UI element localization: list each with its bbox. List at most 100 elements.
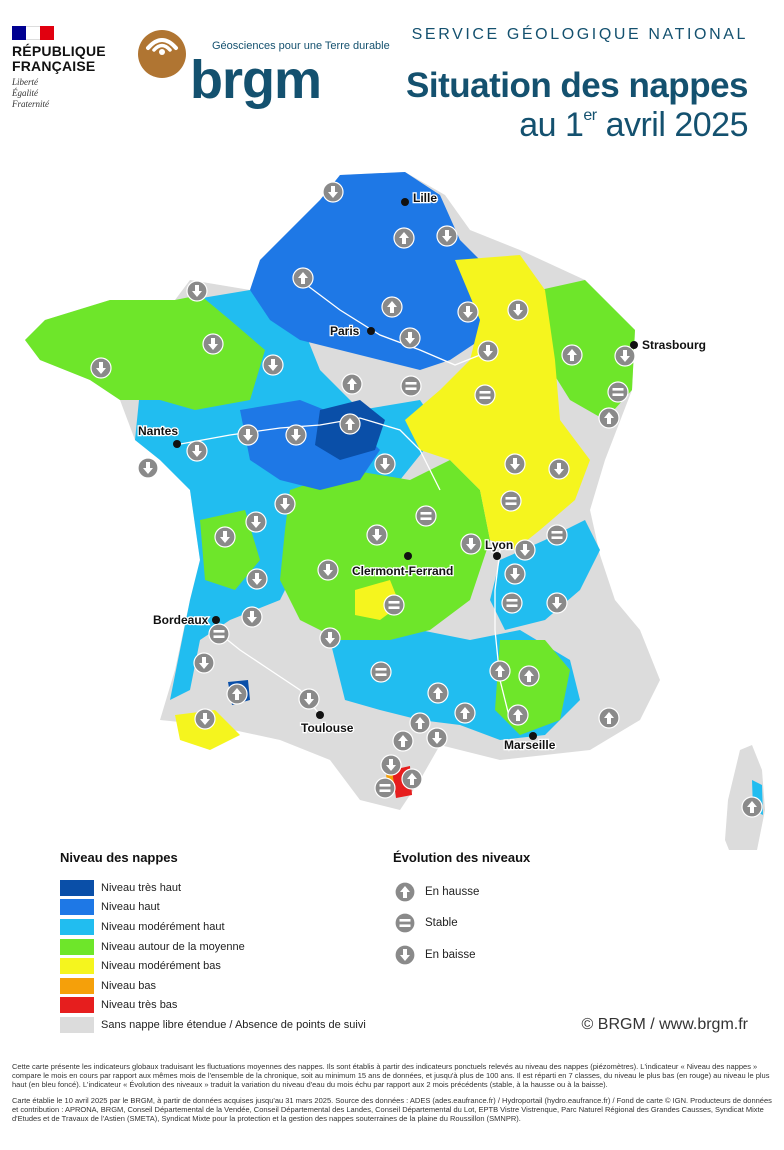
- motto-fraternite: Fraternité: [12, 99, 49, 109]
- trend-down-icon: [285, 424, 307, 446]
- legend-label-moderately-low: Niveau modérément bas: [101, 960, 221, 973]
- trend-down-icon: [399, 327, 421, 349]
- city-strasbourg: Strasbourg: [630, 337, 707, 353]
- arrow-up-icon: [394, 881, 416, 903]
- subtitle-prefix: au 1: [519, 106, 584, 144]
- legend-level-row: Niveau bas: [60, 976, 380, 996]
- page-title: Situation des nappes: [406, 66, 749, 105]
- legend-label-average: Niveau autour de la moyenne: [101, 940, 245, 953]
- city-lyon: Lyon: [484, 537, 514, 560]
- legend-level-row: Niveau autour de la moyenne: [60, 937, 380, 957]
- trend-down-icon: [322, 181, 344, 203]
- zone-high-north: [250, 172, 490, 370]
- footnote-sources: Carte établie le 10 avril 2025 par le BR…: [12, 1095, 772, 1124]
- legend-level-row: Niveau très bas: [60, 996, 380, 1016]
- city-label-strasbourg: Strasbourg: [642, 338, 706, 352]
- footnotes: Cette carte présente les indicateurs glo…: [12, 1062, 772, 1129]
- trend-down-icon: [317, 559, 339, 581]
- legend-evolution-title: Évolution des niveaux: [393, 850, 531, 865]
- arrow-down-icon: [394, 944, 416, 966]
- legend-evolution-row: En hausse: [393, 876, 593, 908]
- city-bordeaux: Bordeaux: [152, 612, 220, 628]
- legend-evolution-row: En baisse: [393, 939, 593, 971]
- republique-motto: Liberté Égalité Fraternité: [12, 77, 122, 110]
- motto-liberte: Liberté: [12, 77, 38, 87]
- zone-moderately-low: [405, 255, 590, 550]
- trend-up-icon: [489, 660, 511, 682]
- city-label-lille: Lille: [413, 191, 437, 205]
- trend-down-icon: [186, 280, 208, 302]
- trend-stable-icon: [208, 623, 230, 645]
- trend-down-icon: [426, 727, 448, 749]
- subtitle-suffix: avril 2025: [596, 106, 749, 144]
- zone-average-brittany: [25, 295, 265, 410]
- trend-down-icon: [507, 299, 529, 321]
- trend-down-icon: [546, 592, 568, 614]
- legend-level-row: Niveau très haut: [60, 878, 380, 898]
- motto-egalite: Égalité: [12, 88, 38, 98]
- zone-average-centre: [280, 460, 490, 640]
- city-clermont-ferrand: Clermont-Ferrand: [351, 552, 455, 579]
- legend-swatch-no-aquifer: [60, 1016, 94, 1033]
- legend-swatch-moderately-high: [60, 918, 94, 935]
- trend-down-icon: [246, 568, 268, 590]
- city-label-lyon: Lyon: [485, 538, 513, 552]
- trend-stable-icon: [374, 777, 396, 799]
- legend-levels-title: Niveau des nappes: [60, 850, 178, 865]
- zone-average-southwest: [200, 510, 260, 590]
- legend-label-moderately-high: Niveau modérément haut: [101, 920, 225, 933]
- trend-up-icon: [381, 296, 403, 318]
- legend-swatch-moderately-low: [60, 958, 94, 975]
- city-paris: Paris: [329, 323, 375, 339]
- city-label-bordeaux: Bordeaux: [153, 613, 209, 627]
- page-subtitle: au 1er avril 2025: [519, 106, 748, 145]
- trend-down-icon: [90, 357, 112, 379]
- service-label: SERVICE GÉOLOGIQUE NATIONAL: [411, 26, 748, 43]
- trend-stable-icon: [607, 381, 629, 403]
- city-marseille: Marseille: [503, 732, 557, 753]
- legend-level-row: Niveau modérément haut: [60, 917, 380, 937]
- trend-up-icon: [507, 704, 529, 726]
- trend-down-icon: [504, 453, 526, 475]
- legend-label-very-low: Niveau très bas: [101, 999, 178, 1012]
- city-nantes: Nantes: [137, 423, 181, 448]
- trend-up-icon: [598, 707, 620, 729]
- trend-up-icon: [741, 796, 763, 818]
- trend-stable-icon: [546, 524, 568, 546]
- trend-up-icon: [392, 730, 414, 752]
- city-label-toulouse: Toulouse: [301, 721, 354, 735]
- equals-icon: [394, 912, 416, 934]
- trend-down-icon: [319, 627, 341, 649]
- trend-down-icon: [298, 688, 320, 710]
- trend-down-icon: [436, 225, 458, 247]
- trend-down-icon: [214, 526, 236, 548]
- trend-down-icon: [504, 563, 526, 585]
- trend-stable-icon: [370, 661, 392, 683]
- trend-down-icon: [457, 301, 479, 323]
- trend-up-icon: [454, 702, 476, 724]
- trend-up-icon: [341, 373, 363, 395]
- republique-title-line1: RÉPUBLIQUE: [12, 43, 106, 59]
- brgm-logo-icon: [138, 30, 186, 78]
- trend-down-icon: [548, 458, 570, 480]
- legend-swatch-average: [60, 938, 94, 955]
- footnote-method: Cette carte présente les indicateurs glo…: [12, 1062, 770, 1090]
- legend-label-very-high: Niveau très haut: [101, 881, 182, 894]
- republique-francaise-logo: RÉPUBLIQUE FRANÇAISE Liberté Égalité Fra…: [12, 26, 122, 110]
- legend-swatch-very-low: [60, 997, 94, 1014]
- legend-level-row: Sans nappe libre étendue / Absence de po…: [60, 1015, 380, 1035]
- legend-swatch-high: [60, 899, 94, 916]
- city-label-nantes: Nantes: [138, 424, 178, 438]
- trend-up-icon: [393, 227, 415, 249]
- brgm-tagline: Géosciences pour une Terre durable: [212, 40, 390, 52]
- trend-down-icon: [237, 424, 259, 446]
- trend-down-icon: [460, 533, 482, 555]
- trend-stable-icon: [474, 384, 496, 406]
- trend-down-icon: [137, 457, 159, 479]
- city-label-paris: Paris: [330, 324, 360, 338]
- trend-down-icon: [193, 652, 215, 674]
- trend-down-icon: [380, 754, 402, 776]
- trend-up-icon: [292, 267, 314, 289]
- trend-down-icon: [202, 333, 224, 355]
- trend-up-icon: [339, 413, 361, 435]
